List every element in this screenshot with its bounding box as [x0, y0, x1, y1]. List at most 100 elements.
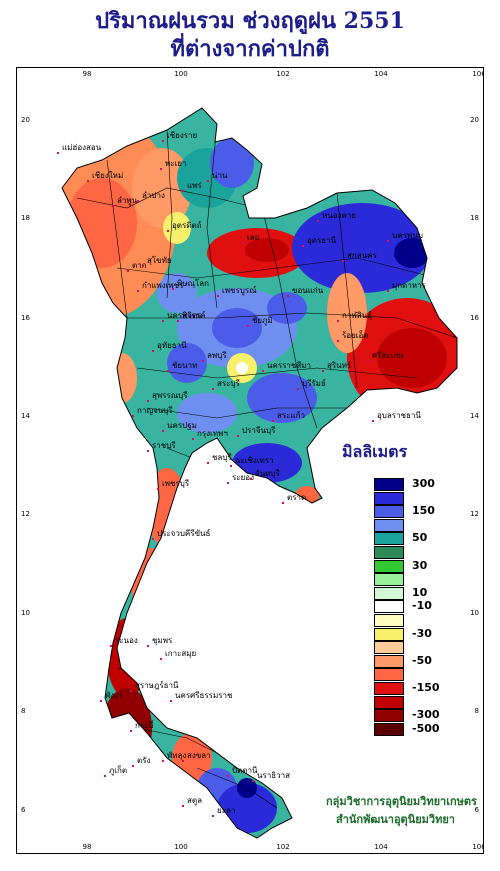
place-label: น่าน	[212, 171, 228, 180]
province-borders	[76, 123, 457, 809]
place-marker	[137, 290, 139, 292]
place-marker	[182, 760, 184, 762]
legend-swatch	[374, 641, 404, 655]
place-marker	[162, 320, 164, 322]
place-marker	[242, 242, 244, 244]
longitude-tick-label: 104	[374, 70, 388, 78]
place-label: สตูล	[187, 796, 202, 806]
place-label: เชียงราย	[167, 131, 197, 140]
place-label: ประจวบคีรีขันธ์	[157, 528, 211, 538]
map-title: ปริมาณฝนรวม ช่วงฤดูฝน 2551	[95, 8, 405, 34]
place-label: อุดรธานี	[307, 236, 337, 245]
place-label: ภูเก็ต	[109, 765, 127, 776]
place-label: กาฬสินธุ์	[342, 310, 372, 320]
place-marker	[247, 325, 249, 327]
place-label: เพชรบุรี	[162, 479, 190, 488]
legend-swatch	[374, 505, 404, 519]
place-label: นครสวรรค์	[167, 310, 205, 320]
latitude-tick-label: 10	[470, 609, 479, 617]
place-marker	[87, 180, 89, 182]
place-marker	[212, 388, 214, 390]
latitude-tick-label: 16	[470, 314, 479, 322]
place-marker	[337, 320, 339, 322]
place-marker	[167, 230, 169, 232]
place-label: เพชรบูรณ์	[222, 285, 257, 296]
legend-swatch	[374, 600, 404, 614]
place-label: อุตรดิตถ์	[172, 220, 202, 230]
place-label: พัทลุง	[167, 751, 186, 760]
place-label: นครพนม	[392, 231, 423, 240]
place-marker	[104, 775, 106, 777]
place-marker	[297, 388, 299, 390]
place-label: นราธิวาส	[257, 771, 290, 780]
place-marker	[112, 205, 114, 207]
place-label: สุราษฎร์ธานี	[135, 680, 179, 690]
place-label: กรุงเทพฯ	[197, 429, 228, 438]
place-marker	[272, 420, 274, 422]
place-label: อุบลราชธานี	[377, 411, 421, 420]
place-label: แพร่	[187, 181, 202, 190]
place-marker	[212, 815, 214, 817]
legend-swatch	[374, 491, 404, 505]
legend-label: 50	[412, 531, 428, 545]
place-marker	[252, 780, 254, 782]
place-label: กำแพงเพชร	[142, 281, 184, 290]
place-label: สระบุรี	[217, 379, 241, 388]
place-marker	[217, 295, 219, 297]
place-label: สุพรรณบุรี	[152, 391, 188, 400]
place-marker	[387, 240, 389, 242]
latitude-tick-label: 12	[21, 510, 30, 518]
legend-swatch	[374, 559, 404, 573]
legend-swatch	[374, 682, 404, 695]
place-marker	[147, 400, 149, 402]
place-marker	[132, 415, 134, 417]
latitude-tick-label: 14	[21, 412, 30, 420]
legend-title: มิลลิเมตร	[342, 442, 408, 461]
place-label: เลย	[247, 233, 259, 242]
place-label: มุกดาหาร	[392, 281, 427, 290]
credit-line-1: กลุ่มวิชาการอุตุนิยมวิทยาเกษตร	[326, 795, 477, 808]
place-marker	[130, 730, 132, 732]
latitude-tick-label: 8	[475, 707, 479, 715]
latitude-tick-label: 20	[470, 116, 479, 124]
longitude-tick-label: 98	[83, 843, 92, 851]
place-marker	[317, 220, 319, 222]
place-label: ขอนแก่น	[292, 286, 324, 295]
legend-swatch	[374, 668, 404, 682]
latitude-tick-label: 16	[21, 314, 30, 322]
place-label: นครปฐม	[167, 421, 197, 430]
latitude-tick-label: 12	[470, 510, 479, 518]
place-marker	[322, 370, 324, 372]
place-marker	[137, 200, 139, 202]
legend-label: -30	[412, 626, 432, 640]
place-marker	[130, 690, 132, 692]
latitude-tick-label: 6	[475, 806, 480, 814]
place-label: สกลนคร	[347, 251, 377, 260]
latitude-tick-label: 8	[21, 707, 25, 715]
place-label: นครราชสีมา	[267, 361, 311, 370]
place-marker	[282, 502, 284, 504]
legend-label: -50	[412, 653, 432, 667]
place-label: ลพบุรี	[207, 351, 227, 360]
place-marker	[167, 370, 169, 372]
place-label: ตราด	[287, 493, 306, 502]
latitude-tick-label: 10	[21, 609, 30, 617]
legend-label: -300	[412, 708, 440, 722]
latitude-tick-label: 18	[21, 214, 30, 222]
place-marker	[182, 805, 184, 807]
legend-swatch	[374, 654, 404, 668]
place-marker	[147, 645, 149, 647]
latitude-tick-label: 14	[470, 412, 479, 420]
latitude-tick-label: 18	[470, 214, 479, 222]
longitude-tick-label: 98	[83, 70, 92, 78]
place-marker	[207, 462, 209, 464]
place-label: ชัยนาท	[172, 361, 197, 370]
place-label: ชุมพร	[152, 636, 173, 645]
place-marker	[337, 340, 339, 342]
place-label: เกาะสมุย	[165, 649, 196, 658]
place-label: ปราจีนบุรี	[242, 426, 276, 435]
place-label: พะเยา	[165, 159, 186, 168]
place-marker	[262, 370, 264, 372]
place-label: สุโขทัย	[147, 255, 172, 265]
